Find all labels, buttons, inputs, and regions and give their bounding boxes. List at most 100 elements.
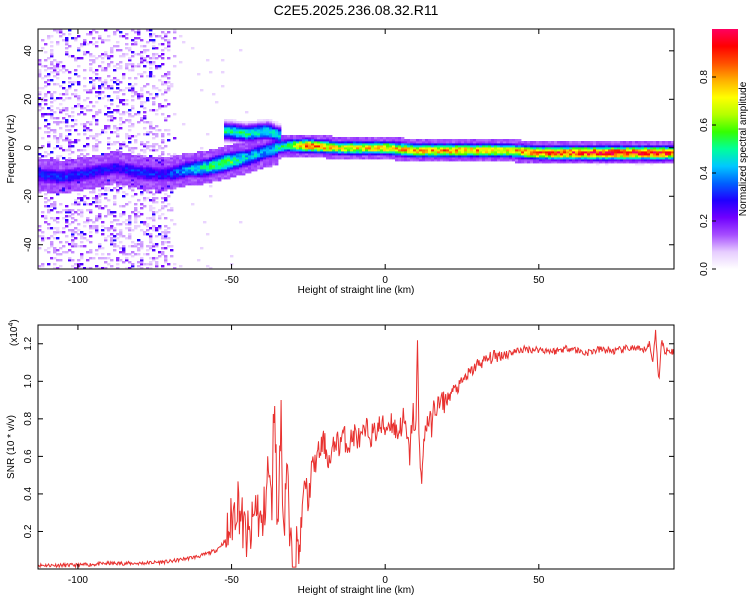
colorbar-label: Normalized spectral amplitude bbox=[738, 81, 749, 216]
heatmap-cell bbox=[665, 145, 669, 148]
heatmap-cell bbox=[602, 161, 606, 164]
heatmap-cell bbox=[77, 193, 81, 196]
heatmap-cell bbox=[587, 143, 591, 146]
heatmap-cell bbox=[623, 153, 627, 156]
heatmap-cell bbox=[299, 151, 303, 154]
heatmap-cell bbox=[155, 129, 159, 132]
heatmap-cell bbox=[401, 149, 405, 152]
heatmap-cell bbox=[230, 151, 234, 154]
heatmap-cell bbox=[233, 169, 237, 172]
heatmap-cell bbox=[446, 149, 450, 152]
heatmap-cell bbox=[230, 145, 234, 148]
heatmap-cell bbox=[101, 157, 105, 160]
heatmap-cell bbox=[545, 141, 549, 144]
heatmap-cell bbox=[116, 259, 120, 262]
heatmap-cell bbox=[227, 141, 231, 144]
heatmap-cell bbox=[272, 153, 276, 156]
heatmap-cell bbox=[119, 229, 123, 232]
heatmap-cell bbox=[173, 65, 177, 68]
heatmap-cell bbox=[134, 181, 138, 184]
heatmap-cell bbox=[173, 157, 177, 160]
heatmap-cell bbox=[254, 123, 258, 126]
heatmap-cell bbox=[434, 143, 438, 146]
heatmap-cell bbox=[92, 85, 96, 88]
heatmap-cell bbox=[140, 39, 144, 42]
heatmap-cell bbox=[113, 167, 117, 170]
heatmap-cell bbox=[74, 169, 78, 172]
heatmap-cell bbox=[362, 145, 366, 148]
heatmap-cell bbox=[164, 89, 168, 92]
heatmap-cell bbox=[257, 161, 261, 164]
colorbar-ramp bbox=[712, 29, 738, 269]
heatmap-cell bbox=[47, 191, 51, 194]
heatmap-cell bbox=[113, 81, 117, 84]
heatmap-cell bbox=[53, 203, 57, 206]
heatmap-cell bbox=[302, 139, 306, 142]
heatmap-cell bbox=[224, 129, 228, 132]
heatmap-cell bbox=[251, 151, 255, 154]
heatmap-cell bbox=[395, 147, 399, 150]
heatmap-cell bbox=[71, 203, 75, 206]
heatmap-cell bbox=[140, 73, 144, 76]
heatmap-cell bbox=[50, 217, 54, 220]
heatmap-cell bbox=[164, 261, 168, 264]
heatmap-cell bbox=[98, 193, 102, 196]
heatmap-cell bbox=[224, 135, 228, 138]
heatmap-cell bbox=[134, 53, 138, 56]
heatmap-cell bbox=[86, 221, 90, 224]
heatmap-cell bbox=[650, 147, 654, 150]
heatmap-cell bbox=[275, 163, 279, 166]
heatmap-cell bbox=[230, 147, 234, 150]
heatmap-cell bbox=[443, 157, 447, 160]
heatmap-cell bbox=[485, 145, 489, 148]
heatmap-cell bbox=[260, 145, 264, 148]
heatmap-cell bbox=[80, 175, 84, 178]
heatmap-cell bbox=[128, 187, 132, 190]
heatmap-cell bbox=[302, 153, 306, 156]
heatmap-cell bbox=[587, 145, 591, 148]
heatmap-cell bbox=[89, 211, 93, 214]
heatmap-cell bbox=[383, 147, 387, 150]
heatmap-cell bbox=[242, 139, 246, 142]
heatmap-cell bbox=[62, 217, 66, 220]
heatmap-cell bbox=[317, 141, 321, 144]
heatmap-cell bbox=[407, 149, 411, 152]
heatmap-cell bbox=[629, 161, 633, 164]
heatmap-cell bbox=[245, 125, 249, 128]
heatmap-cell bbox=[587, 147, 591, 150]
heatmap-cell bbox=[89, 219, 93, 222]
heatmap-cell bbox=[131, 157, 135, 160]
heatmap-cell bbox=[578, 145, 582, 148]
heatmap-cell bbox=[119, 259, 123, 262]
heatmap-cell bbox=[161, 31, 165, 34]
heatmap-cell bbox=[44, 81, 48, 84]
x-tick-label: 0 bbox=[382, 575, 388, 586]
heatmap-cell bbox=[92, 225, 96, 228]
heatmap-cell bbox=[68, 171, 72, 174]
heatmap-cell bbox=[236, 149, 240, 152]
heatmap-cell bbox=[119, 223, 123, 226]
heatmap-cell bbox=[146, 173, 150, 176]
heatmap-cell bbox=[104, 167, 108, 170]
heatmap-cell bbox=[149, 169, 153, 172]
heatmap-cell bbox=[74, 231, 78, 234]
heatmap-cell bbox=[41, 175, 45, 178]
heatmap-cell bbox=[122, 157, 126, 160]
heatmap-cell bbox=[401, 159, 405, 162]
heatmap-cell bbox=[41, 161, 45, 164]
heatmap-cell bbox=[143, 149, 147, 152]
heatmap-cell bbox=[53, 191, 57, 194]
heatmap-cell bbox=[395, 157, 399, 160]
heatmap-cell bbox=[332, 151, 336, 154]
heatmap-cell bbox=[59, 173, 63, 176]
heatmap-cell bbox=[347, 137, 351, 140]
heatmap-cell bbox=[200, 179, 204, 182]
heatmap-cell bbox=[119, 213, 123, 216]
heatmap-cell bbox=[473, 149, 477, 152]
heatmap-cell bbox=[617, 153, 621, 156]
heatmap-cell bbox=[140, 159, 144, 162]
heatmap-cell bbox=[65, 175, 69, 178]
heatmap-cell bbox=[191, 173, 195, 176]
heatmap-cell bbox=[167, 45, 171, 48]
heatmap-cell bbox=[293, 147, 297, 150]
